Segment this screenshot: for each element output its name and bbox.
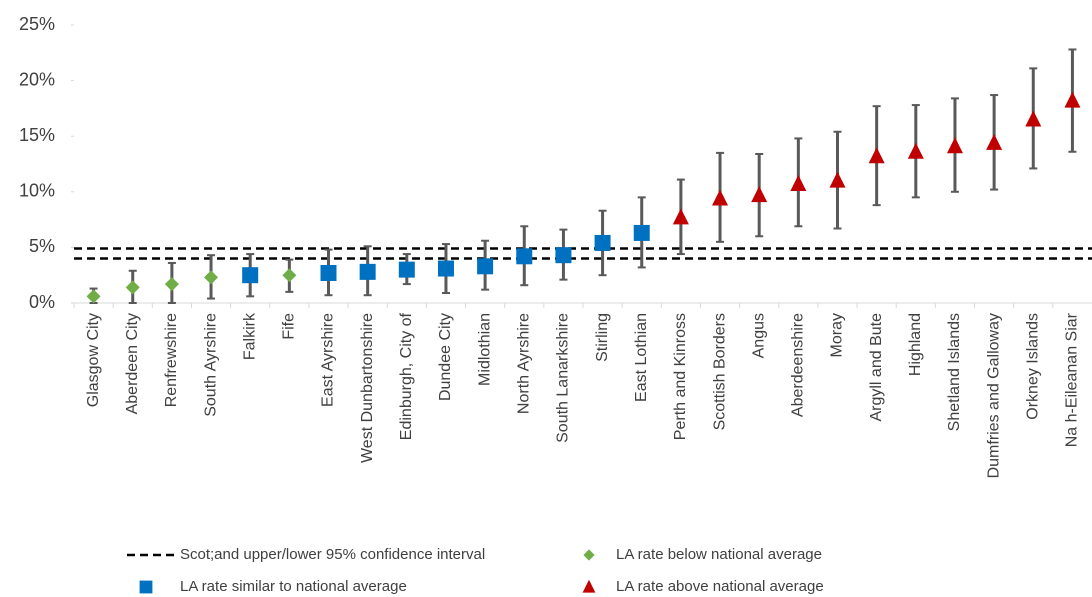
- legend-swatch: [583, 549, 595, 561]
- marker: [359, 263, 376, 280]
- marker: [751, 186, 768, 203]
- marker: [1064, 91, 1081, 108]
- legend-label: Scot;and upper/lower 95% confidence inte…: [180, 546, 485, 563]
- x-tick-label: Perth and Kinross: [672, 313, 689, 440]
- x-tick-label: West Dunbartonshire: [359, 313, 376, 463]
- x-tick-label: Fife: [281, 313, 298, 340]
- x-tick-label: South Lanarkshire: [555, 313, 572, 443]
- x-tick-label: Shetland Islands: [946, 313, 963, 431]
- x-tick-label: Na h-Eileanan Siar: [1064, 312, 1081, 447]
- x-tick-label: East Ayrshire: [320, 313, 337, 407]
- marker: [86, 289, 101, 304]
- marker: [125, 280, 140, 295]
- legend-label: LA rate similar to national average: [180, 578, 407, 595]
- x-tick-label: Aberdeenshire: [790, 313, 807, 417]
- x-tick-label: East Lothian: [633, 313, 650, 402]
- y-tick-label: 15%: [19, 125, 55, 145]
- marker: [398, 261, 415, 278]
- x-tick-label: Midlothian: [476, 313, 493, 386]
- x-tick-label: Argyll and Bute: [868, 313, 885, 422]
- x-tick-label: Glasgow City: [85, 313, 102, 407]
- marker: [790, 175, 807, 192]
- marker: [868, 147, 885, 164]
- marker: [712, 189, 729, 206]
- legend-swatch: [139, 580, 153, 594]
- marker: [1025, 110, 1042, 127]
- legend-label: LA rate above national average: [616, 578, 824, 595]
- x-tick-label: Edinburgh, City of: [398, 312, 415, 440]
- marker: [986, 133, 1003, 150]
- marker: [204, 270, 219, 285]
- marker: [437, 260, 454, 277]
- legend-label: LA rate below national average: [616, 546, 822, 563]
- marker: [555, 247, 572, 264]
- x-tick-label: Falkirk: [241, 312, 258, 360]
- x-tick-label: Angus: [750, 313, 767, 358]
- marker: [829, 171, 846, 188]
- x-tick-label: Renfrewshire: [163, 313, 180, 407]
- x-tick-label: Orkney Islands: [1024, 313, 1041, 420]
- x-tick-label: South Ayrshire: [202, 313, 219, 417]
- marker: [164, 277, 179, 292]
- y-tick-label: 20%: [19, 69, 55, 89]
- marker: [282, 268, 297, 283]
- marker: [516, 248, 533, 265]
- y-tick-label: 5%: [29, 236, 55, 256]
- marker: [477, 258, 494, 275]
- x-tick-label: Scottish Borders: [711, 313, 728, 430]
- marker: [946, 137, 963, 154]
- marker: [320, 264, 337, 281]
- marker: [907, 142, 924, 159]
- marker: [672, 208, 689, 225]
- y-tick-label: 0%: [29, 292, 55, 312]
- x-tick-label: Highland: [907, 313, 924, 376]
- marker: [242, 267, 259, 284]
- marker: [633, 224, 650, 241]
- x-tick-label: North Ayrshire: [515, 313, 532, 414]
- y-tick-label: 25%: [19, 14, 55, 34]
- x-tick-label: Dumfries and Galloway: [985, 313, 1002, 478]
- x-tick-label: Dundee City: [437, 313, 454, 401]
- legend-swatch: [582, 579, 596, 593]
- marker: [594, 234, 611, 251]
- x-tick-label: Stirling: [594, 313, 611, 362]
- y-tick-label: 10%: [19, 181, 55, 201]
- x-tick-label: Aberdeen City: [124, 313, 141, 414]
- x-tick-label: Moray: [829, 313, 846, 357]
